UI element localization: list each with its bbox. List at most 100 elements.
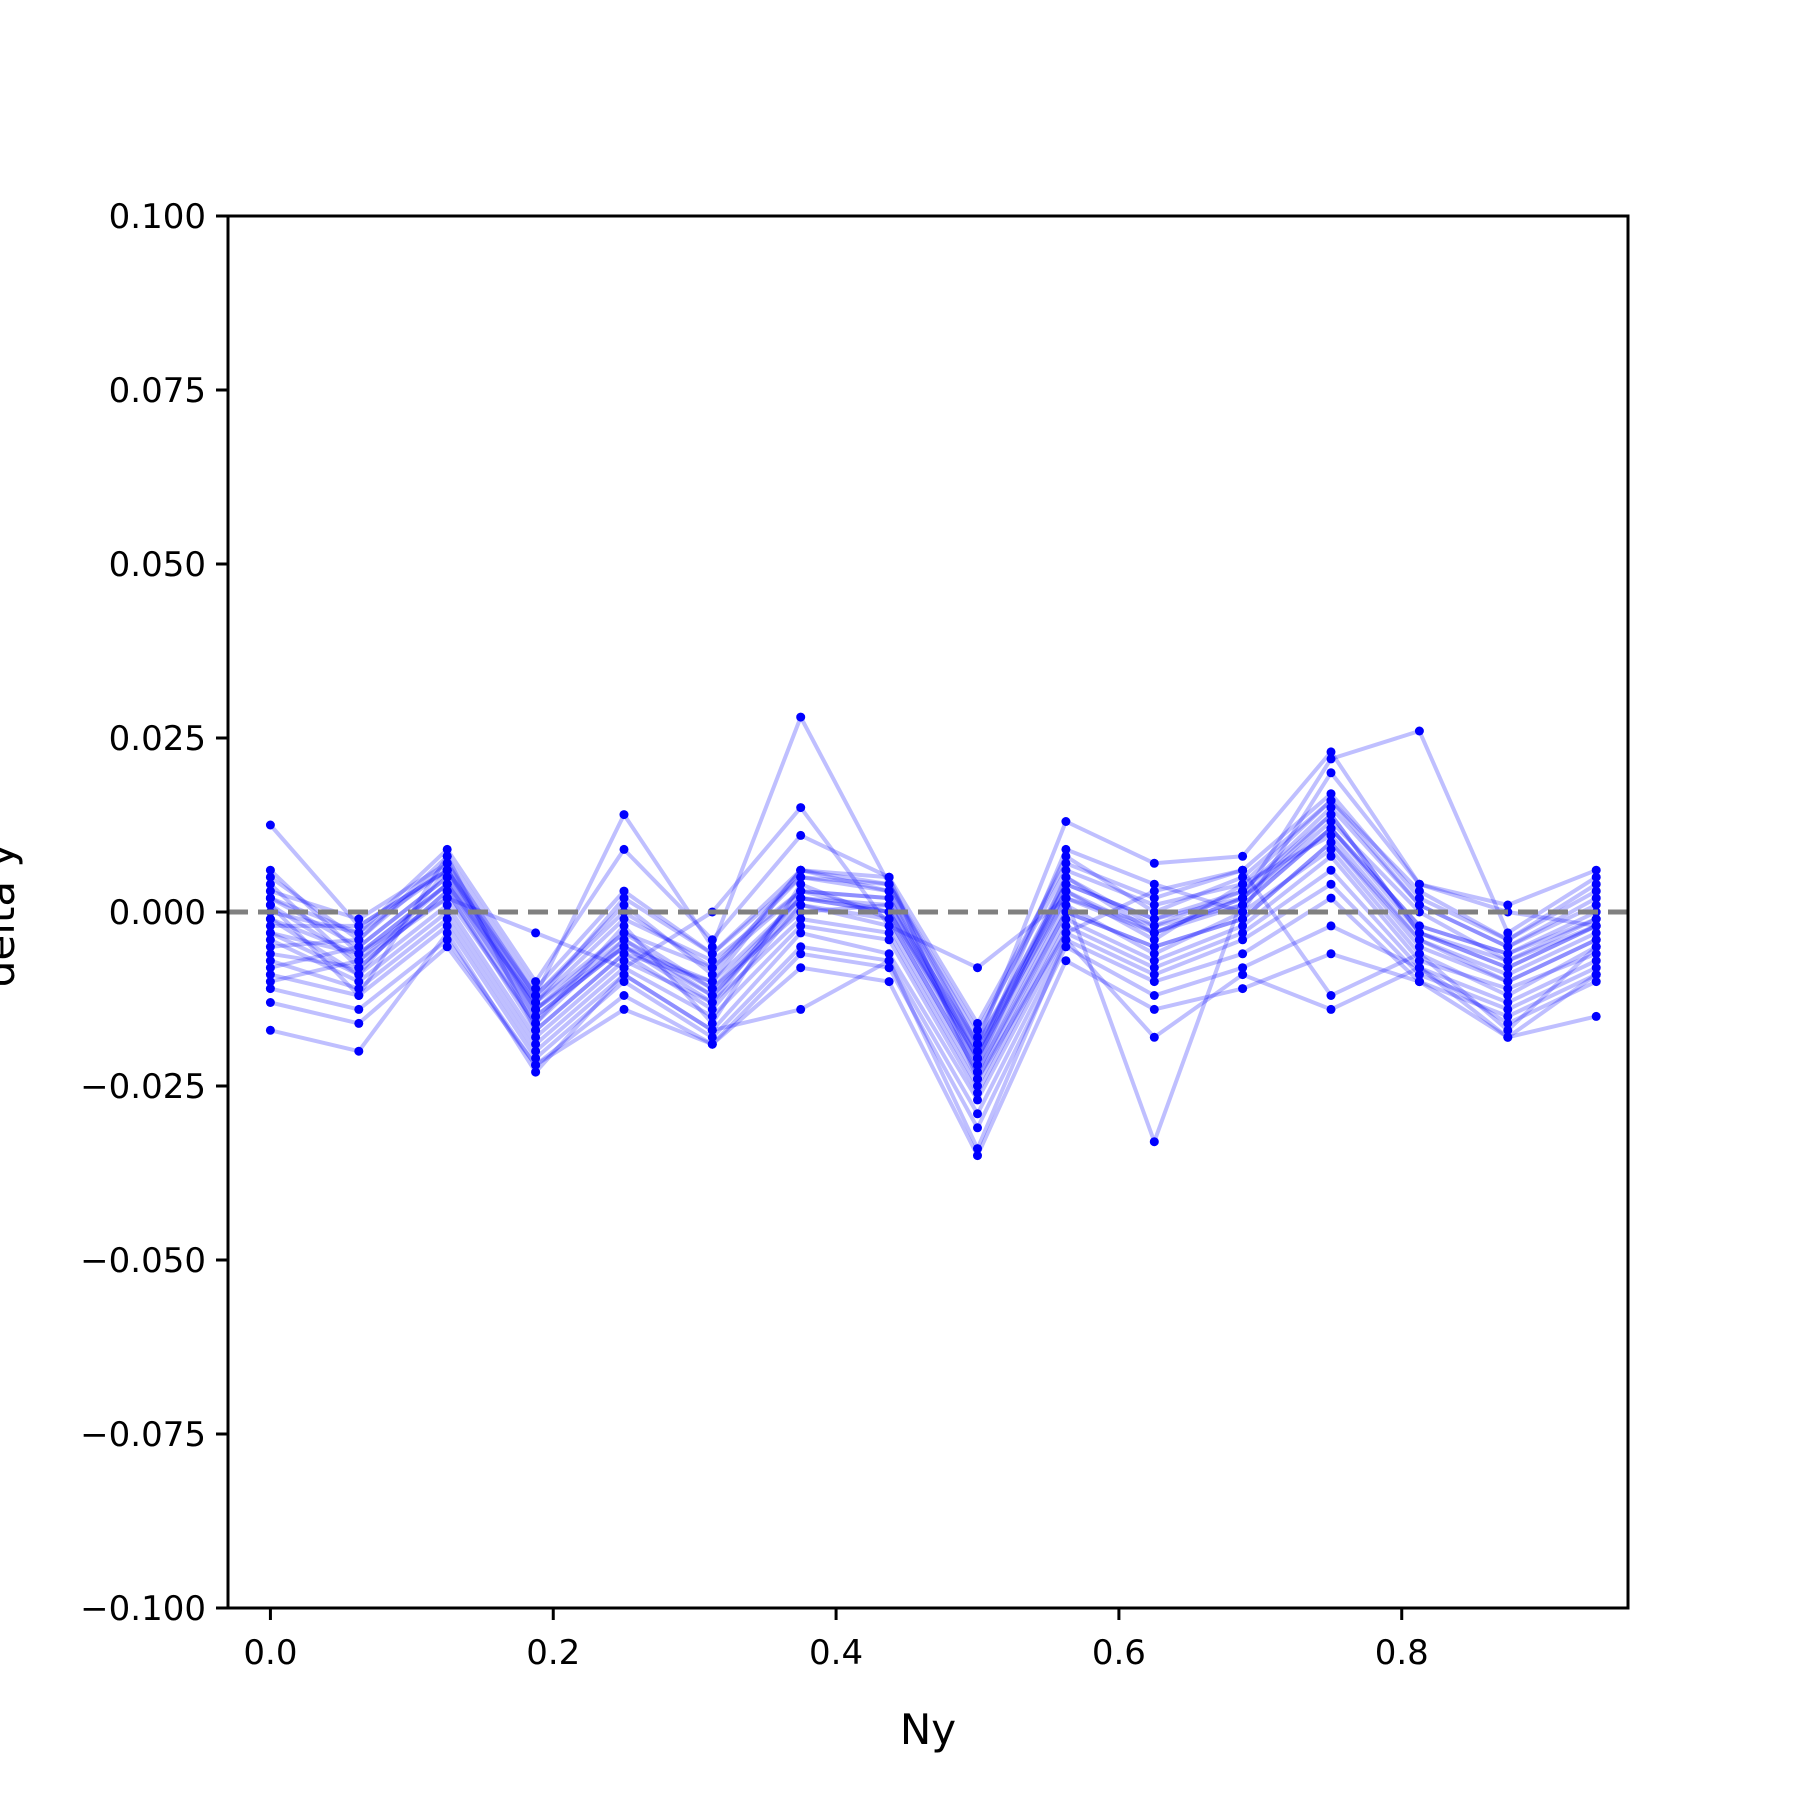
data-point-24-0 — [265, 900, 275, 910]
data-point-19-5 — [707, 1039, 717, 1049]
data-point-24-13 — [1414, 949, 1424, 959]
data-point-21-6 — [796, 712, 806, 722]
data-point-4-0 — [265, 886, 275, 896]
data-point-21-0 — [265, 893, 275, 903]
data-point-18-0 — [265, 984, 275, 994]
data-point-13-7 — [884, 914, 894, 924]
data-point-12-2 — [442, 858, 452, 868]
data-point-20-2 — [442, 928, 452, 938]
data-point-8-8 — [973, 1081, 982, 1091]
data-point-17-0 — [265, 977, 275, 987]
series-line-24 — [268, 854, 1598, 1081]
data-point-19-11 — [1238, 984, 1248, 994]
data-point-19-15 — [1591, 1011, 1601, 1021]
data-point-18-12 — [1326, 921, 1336, 931]
data-point-4-1 — [354, 914, 364, 924]
data-point-17-11 — [1238, 879, 1248, 889]
data-point-12-1 — [354, 935, 364, 945]
data-point-6-10 — [1149, 949, 1159, 959]
data-point-1-0 — [265, 865, 275, 875]
data-point-8-7 — [884, 928, 894, 938]
data-point-18-10 — [1149, 991, 1159, 1000]
data-point-24-10 — [1149, 886, 1159, 896]
data-point-17-3 — [531, 998, 541, 1007]
data-point-15-9 — [1061, 886, 1071, 896]
x-tick-label: 0.6 — [1092, 1633, 1146, 1673]
data-point-17-1 — [354, 956, 364, 966]
data-point-11-5 — [707, 1011, 717, 1021]
data-point-13-2 — [442, 886, 452, 896]
data-point-17-13 — [1414, 886, 1424, 896]
data-point-19-4 — [619, 1004, 629, 1014]
data-point-2-11 — [1238, 872, 1248, 882]
data-point-9-10 — [1149, 921, 1159, 931]
data-point-15-6 — [796, 893, 806, 903]
data-point-21-14 — [1503, 900, 1513, 910]
data-point-21-8 — [973, 1039, 982, 1049]
series-layer — [265, 712, 1601, 1161]
data-point-16-2 — [442, 921, 452, 931]
data-point-14-11 — [1238, 935, 1248, 945]
data-point-9-13 — [1414, 921, 1424, 931]
data-point-18-14 — [1503, 1018, 1513, 1028]
data-point-7-6 — [796, 830, 806, 840]
data-point-11-8 — [973, 1088, 982, 1098]
data-point-13-0 — [265, 949, 275, 959]
data-point-15-5 — [707, 984, 717, 994]
data-point-22-11 — [1238, 893, 1248, 903]
data-point-15-0 — [265, 963, 275, 973]
data-point-8-12 — [1326, 851, 1336, 861]
data-point-16-8 — [973, 1109, 982, 1119]
data-point-18-6 — [796, 949, 806, 959]
data-point-8-13 — [1414, 956, 1424, 966]
series-line-20 — [269, 930, 1598, 1151]
data-point-14-2 — [442, 914, 452, 924]
series-line-4 — [269, 819, 1598, 1061]
series-line-22 — [269, 729, 1598, 1144]
data-point-24-14 — [1503, 1025, 1513, 1035]
data-point-2-9 — [1061, 851, 1071, 861]
data-point-13-6 — [796, 900, 806, 910]
y-tick-label: 0.075 — [109, 371, 206, 411]
data-point-22-7 — [884, 921, 894, 931]
data-point-7-9 — [1061, 858, 1071, 868]
data-point-4-4 — [619, 900, 629, 910]
data-point-3-13 — [1414, 942, 1424, 952]
data-point-21-10 — [1149, 858, 1159, 868]
series-line-6 — [269, 847, 1598, 1075]
series-line-13 — [270, 840, 1598, 1075]
data-point-13-4 — [619, 935, 629, 945]
data-point-22-10 — [1149, 1137, 1159, 1147]
data-point-15-13 — [1414, 928, 1424, 938]
data-point-7-3 — [531, 977, 541, 987]
data-point-15-7 — [884, 900, 894, 910]
data-point-22-4 — [619, 963, 629, 973]
data-point-13-11 — [1238, 914, 1248, 924]
data-point-9-0 — [265, 921, 275, 931]
data-point-24-2 — [442, 851, 452, 861]
data-point-23-11 — [1238, 907, 1248, 917]
data-point-24-11 — [1238, 865, 1248, 875]
data-point-24-6 — [796, 865, 806, 875]
data-point-21-9 — [1061, 817, 1071, 826]
data-point-13-14 — [1503, 977, 1513, 987]
data-point-12-6 — [796, 872, 806, 882]
data-point-24-8 — [973, 1074, 982, 1084]
data-point-14-15 — [1591, 963, 1601, 973]
data-point-10-12 — [1326, 810, 1336, 820]
data-point-23-12 — [1326, 768, 1336, 778]
data-point-22-14 — [1503, 928, 1513, 938]
data-point-13-13 — [1414, 935, 1424, 945]
data-point-21-11 — [1238, 851, 1248, 861]
data-point-14-8 — [973, 1095, 982, 1105]
data-point-21-1 — [354, 928, 364, 938]
data-point-2-4 — [619, 886, 629, 896]
data-point-15-2 — [442, 872, 452, 882]
series-line-21 — [269, 715, 1597, 1047]
series-line-23 — [269, 770, 1597, 1061]
data-point-10-14 — [1503, 963, 1513, 973]
series-line-16 — [269, 896, 1598, 1116]
data-point-16-3 — [531, 1053, 541, 1063]
data-point-18-15 — [1591, 977, 1601, 987]
data-point-22-12 — [1326, 754, 1336, 764]
